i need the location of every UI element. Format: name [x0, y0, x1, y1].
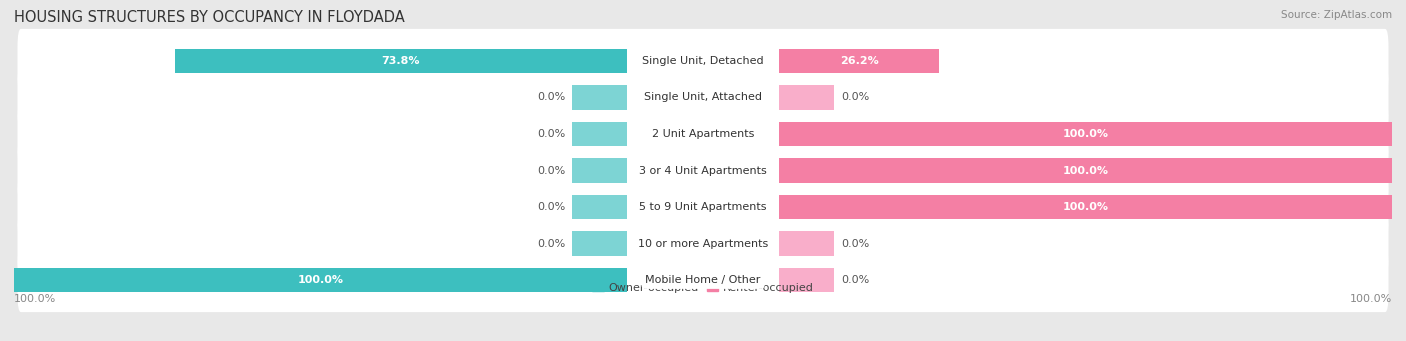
Text: 3 or 4 Unit Apartments: 3 or 4 Unit Apartments	[640, 165, 766, 176]
Text: Source: ZipAtlas.com: Source: ZipAtlas.com	[1281, 10, 1392, 20]
FancyBboxPatch shape	[17, 29, 1389, 93]
Bar	[779, 85, 834, 110]
Text: 5 to 9 Unit Apartments: 5 to 9 Unit Apartments	[640, 202, 766, 212]
Bar	[572, 231, 627, 256]
Text: 100.0%: 100.0%	[1063, 202, 1108, 212]
Bar	[572, 158, 627, 183]
Bar	[779, 48, 834, 73]
Bar	[14, 268, 627, 293]
Text: 100.0%: 100.0%	[14, 294, 56, 304]
Text: Single Unit, Detached: Single Unit, Detached	[643, 56, 763, 66]
Text: 0.0%: 0.0%	[537, 238, 565, 249]
Text: 26.2%: 26.2%	[839, 56, 879, 66]
Text: 0.0%: 0.0%	[537, 202, 565, 212]
Bar	[779, 158, 834, 183]
Text: HOUSING STRUCTURES BY OCCUPANCY IN FLOYDADA: HOUSING STRUCTURES BY OCCUPANCY IN FLOYD…	[14, 10, 405, 25]
Text: Mobile Home / Other: Mobile Home / Other	[645, 275, 761, 285]
Text: 10 or more Apartments: 10 or more Apartments	[638, 238, 768, 249]
Text: 0.0%: 0.0%	[841, 238, 869, 249]
FancyBboxPatch shape	[17, 248, 1389, 312]
Bar	[779, 195, 834, 219]
Text: 73.8%: 73.8%	[381, 56, 420, 66]
Text: 0.0%: 0.0%	[537, 92, 565, 103]
Bar	[572, 48, 627, 73]
FancyBboxPatch shape	[17, 211, 1389, 276]
Text: 100.0%: 100.0%	[1063, 129, 1108, 139]
Bar	[779, 268, 834, 293]
Bar	[174, 48, 627, 73]
Text: 0.0%: 0.0%	[841, 275, 869, 285]
Bar	[779, 158, 1392, 183]
Bar	[779, 122, 834, 146]
Text: 0.0%: 0.0%	[841, 92, 869, 103]
FancyBboxPatch shape	[17, 65, 1389, 130]
Text: Single Unit, Attached: Single Unit, Attached	[644, 92, 762, 103]
Text: 0.0%: 0.0%	[537, 129, 565, 139]
FancyBboxPatch shape	[17, 102, 1389, 166]
Bar	[572, 122, 627, 146]
Legend: Owner-occupied, Renter-occupied: Owner-occupied, Renter-occupied	[588, 278, 818, 297]
Bar	[572, 268, 627, 293]
Bar	[779, 122, 1392, 146]
Bar	[779, 48, 939, 73]
Text: 100.0%: 100.0%	[1063, 165, 1108, 176]
Text: 2 Unit Apartments: 2 Unit Apartments	[652, 129, 754, 139]
Text: 0.0%: 0.0%	[537, 165, 565, 176]
Text: 100.0%: 100.0%	[1350, 294, 1392, 304]
Bar	[572, 195, 627, 219]
FancyBboxPatch shape	[17, 138, 1389, 203]
Bar	[572, 85, 627, 110]
FancyBboxPatch shape	[17, 175, 1389, 239]
Bar	[779, 195, 1392, 219]
Text: 100.0%: 100.0%	[298, 275, 343, 285]
Bar	[779, 231, 834, 256]
